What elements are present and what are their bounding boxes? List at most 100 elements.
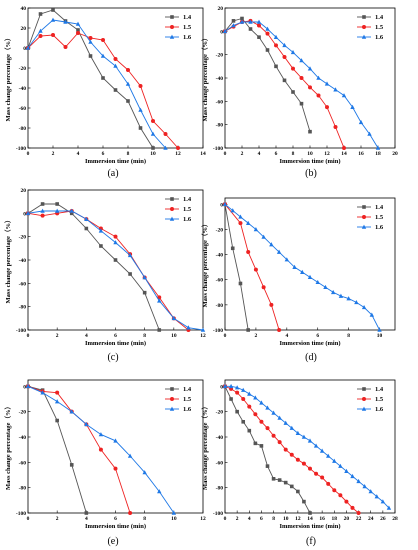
data-point-1.6 xyxy=(25,45,31,50)
x-tick-label: 14 xyxy=(200,151,206,157)
data-point-1.4 xyxy=(157,328,162,332)
data-point-1.6 xyxy=(283,420,288,425)
x-tick-label: 4 xyxy=(85,516,88,522)
y-tick-label: -100 xyxy=(213,328,223,334)
data-point-1.6 xyxy=(69,409,74,414)
data-point-1.5 xyxy=(332,488,337,493)
data-point-1.6 xyxy=(358,119,364,125)
data-point-1.5 xyxy=(76,31,80,35)
data-point-1.5 xyxy=(163,132,168,136)
data-point-1.5 xyxy=(247,404,252,409)
data-point-1.4 xyxy=(302,499,306,504)
data-point-1.4 xyxy=(88,54,93,58)
data-point-1.5 xyxy=(259,419,264,424)
legend-label: 1.5 xyxy=(183,24,192,31)
data-point-1.4 xyxy=(265,48,270,52)
panel-label: (b) xyxy=(305,168,317,179)
data-point-1.5 xyxy=(98,447,103,452)
y-tick-label: -40 xyxy=(216,76,224,82)
data-point-1.5 xyxy=(282,55,287,59)
x-tick-label: 18 xyxy=(332,516,338,522)
series-line-1.6 xyxy=(27,210,204,331)
data-point-1.4 xyxy=(308,129,312,134)
x-tick-label: 14 xyxy=(307,516,313,522)
data-point-1.5 xyxy=(271,433,276,438)
series-line-1.5 xyxy=(27,32,179,149)
data-point-1.6 xyxy=(386,505,392,510)
data-point-1.6 xyxy=(375,145,381,150)
legend-label: 1.6 xyxy=(183,34,192,41)
y-axis-label: Mass change percentage（%） xyxy=(201,35,209,122)
legend-label: 1.6 xyxy=(183,216,192,223)
legend-marker-1.4 xyxy=(362,205,366,209)
data-point-1.6 xyxy=(186,325,191,330)
data-point-1.4 xyxy=(282,78,287,83)
y-tick-label: -80 xyxy=(216,303,224,309)
x-axis-label: Immersion time (min) xyxy=(85,523,146,530)
legend-marker-1.5 xyxy=(362,25,366,29)
data-point-1.6 xyxy=(142,275,147,280)
data-point-1.4 xyxy=(265,464,270,468)
data-point-1.5 xyxy=(299,76,304,80)
legend-marker-1.5 xyxy=(170,397,174,401)
x-tick-label: 10 xyxy=(150,151,156,157)
data-point-1.6 xyxy=(284,257,290,262)
series-line-1.4 xyxy=(224,386,311,514)
data-point-1.4 xyxy=(248,27,253,31)
y-tick-label: -60 xyxy=(216,460,224,466)
data-point-1.6 xyxy=(323,284,328,290)
data-point-1.4 xyxy=(283,480,288,485)
data-point-1.6 xyxy=(316,75,321,80)
x-tick-label: 0 xyxy=(27,333,30,339)
chart-panel-5: 0 2 4 6 8 10 12 -100 -80 -60 -40 -20 0 Immersion time… xyxy=(4,379,206,547)
x-tick-label: 0 xyxy=(224,516,227,522)
data-point-1.5 xyxy=(113,466,118,471)
data-point-1.5 xyxy=(128,511,133,515)
y-tick-label: 0 xyxy=(23,384,26,390)
data-point-1.6 xyxy=(350,104,355,109)
data-point-1.4 xyxy=(51,8,55,12)
data-point-1.5 xyxy=(113,57,118,61)
data-point-1.5 xyxy=(314,471,319,476)
data-point-1.6 xyxy=(238,214,243,219)
data-point-1.5 xyxy=(51,33,55,37)
data-point-1.6 xyxy=(25,210,31,216)
data-point-1.4 xyxy=(113,88,118,92)
data-point-1.4 xyxy=(84,511,89,515)
chart-panel-2: 0 2 4 6 8 10 12 14 16 18 20 -100 -80 -60 -40 -20 0 20 Imme… xyxy=(201,6,398,179)
data-point-1.6 xyxy=(253,395,258,400)
data-point-1.5 xyxy=(277,328,282,332)
data-point-1.5 xyxy=(274,43,278,48)
data-point-1.6 xyxy=(271,410,276,415)
data-point-1.4 xyxy=(69,463,74,467)
data-point-1.5 xyxy=(126,68,130,72)
data-point-1.6 xyxy=(319,448,325,453)
data-point-1.5 xyxy=(265,31,270,36)
x-tick-label: 4 xyxy=(85,333,88,339)
data-point-1.4 xyxy=(38,12,43,16)
x-tick-label: 16 xyxy=(319,516,325,522)
legend-label: 1.5 xyxy=(183,396,192,403)
y-tick-label: -100 xyxy=(16,146,26,152)
data-point-1.5 xyxy=(344,499,349,504)
data-point-1.5 xyxy=(283,447,288,452)
data-point-1.5 xyxy=(38,34,43,38)
data-point-1.6 xyxy=(127,453,133,458)
data-point-1.5 xyxy=(277,440,282,445)
legend-marker-1.6 xyxy=(169,406,175,411)
data-point-1.4 xyxy=(277,478,282,482)
data-point-1.6 xyxy=(374,494,379,499)
data-point-1.6 xyxy=(301,434,307,439)
data-point-1.4 xyxy=(299,101,304,106)
x-tick-label: 0 xyxy=(224,151,227,157)
data-point-1.4 xyxy=(99,244,103,248)
x-tick-label: 20 xyxy=(344,516,350,522)
legend: 1.4 1.5 1.6 xyxy=(165,14,192,41)
data-point-1.4 xyxy=(55,418,59,423)
chart-panel-4: 0 2 4 6 8 10 -100 -80 -60 -40 -20 0 Immersion time (… xyxy=(201,197,396,363)
x-tick-label: 8 xyxy=(292,151,295,157)
data-point-1.4 xyxy=(84,226,89,231)
x-tick-label: 24 xyxy=(368,516,374,522)
data-point-1.4 xyxy=(101,76,105,80)
panel-label: (c) xyxy=(107,352,118,363)
